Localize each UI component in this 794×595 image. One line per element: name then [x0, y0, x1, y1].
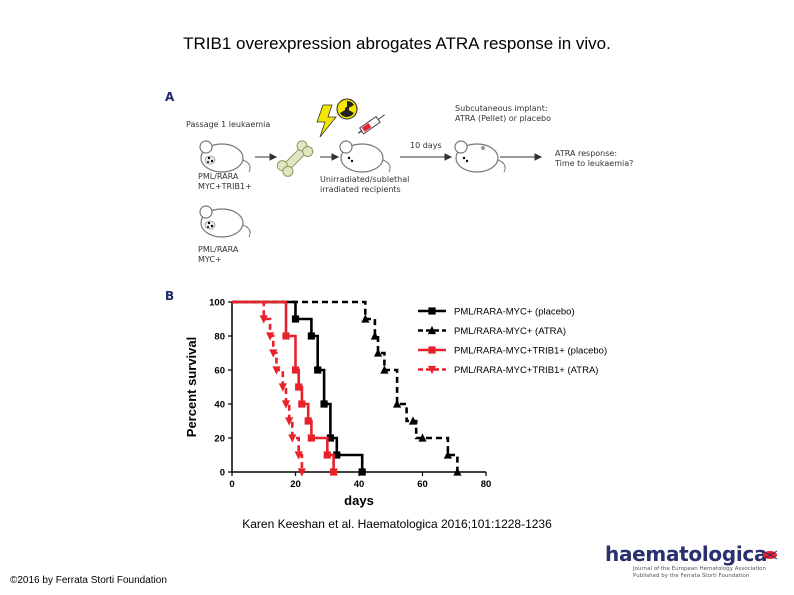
chart-axes: 0 20 40 60 80 100 0 20 40 60 80 days Percent surviva… — [184, 298, 491, 509]
series-marker — [443, 450, 452, 459]
mouse2-label-line1: PML/RARA — [198, 245, 239, 254]
implant-label: Subcutaneous implant: ATRA (Pellet) or p… — [455, 104, 551, 124]
series-marker — [304, 417, 312, 425]
series-marker — [326, 434, 335, 442]
series-marker — [320, 400, 328, 408]
panel-b-letter: B — [165, 289, 175, 303]
series-marker — [373, 348, 383, 357]
series-marker — [307, 434, 315, 442]
series-marker — [291, 315, 300, 323]
copyright: ©2016 by Ferrata Storti Foundation — [10, 575, 167, 586]
legend-marker — [427, 365, 437, 375]
series-marker — [281, 400, 291, 409]
logo-subtitle-line2: Published by the Ferrata Storti Foundati… — [633, 573, 750, 579]
legend-label: PML/RARA-MYC+ (ATRA) — [454, 326, 566, 337]
legend-marker — [427, 325, 437, 335]
recipients-label: Unirradiated/sublethal irradiated recipi… — [320, 175, 409, 195]
x-tick-label: 0 — [229, 479, 234, 490]
slide-title: TRIB1 overexpression abrogates ATRA resp… — [183, 34, 611, 53]
y-axis-title: Percent survival — [184, 337, 199, 437]
mouse1-label-line2: MYC+TRIB1+ — [198, 182, 252, 191]
series-marker — [269, 349, 278, 358]
series-marker — [333, 451, 341, 459]
x-tick-label: 20 — [290, 479, 301, 490]
series-marker — [330, 468, 338, 476]
response-label: ATRA response: Time to leukaemia? — [555, 149, 633, 169]
arrow-icon — [255, 153, 543, 161]
chart-plot-area — [232, 300, 462, 477]
series-marker — [453, 467, 462, 476]
implant-label-line2: ATRA (Pellet) or placebo — [455, 114, 551, 123]
legend-marker — [428, 307, 436, 315]
series-marker — [323, 451, 331, 459]
series-marker — [294, 451, 303, 460]
x-tick-label: 80 — [481, 479, 492, 490]
legend-marker — [428, 346, 436, 354]
x-tick-label: 40 — [354, 479, 365, 490]
mouse2-label-line2: MYC+ — [198, 255, 222, 264]
series-marker — [288, 434, 297, 443]
logo-bug-icon — [762, 550, 778, 560]
days-label: 10 days — [410, 141, 442, 150]
series-marker — [393, 399, 402, 408]
series-marker — [314, 366, 322, 374]
series-marker — [285, 417, 294, 426]
series-line — [232, 300, 304, 472]
panel-a-letter: A — [165, 90, 175, 104]
legend-label: PML/RARA-MYC+TRIB1+ (placebo) — [454, 346, 607, 357]
series-marker — [307, 332, 315, 340]
lightning-icon — [316, 104, 337, 138]
series-marker — [418, 433, 427, 442]
response-label-line2: Time to leukaemia? — [555, 159, 634, 168]
series-marker — [358, 468, 366, 476]
recipients-label-line1: Unirradiated/sublethal — [320, 175, 410, 184]
series-line — [232, 300, 459, 472]
passage-label: Passage 1 leukaemia — [186, 120, 271, 129]
series-marker — [297, 468, 306, 477]
series-marker — [361, 314, 370, 323]
y-tick-label: 20 — [214, 434, 225, 445]
series-line — [232, 300, 364, 472]
bone-icon — [276, 140, 314, 177]
survival-chart: 0 20 40 60 80 100 0 20 40 60 80 days Percent surviva… — [184, 298, 607, 509]
y-tick-label: 100 — [209, 298, 225, 309]
series-marker — [380, 365, 389, 374]
x-tick-label: 60 — [417, 479, 428, 490]
y-tick-label: 80 — [214, 332, 225, 343]
chart-legend: PML/RARA-MYC+ (placebo) PML/RARA-MYC+ (AT… — [418, 307, 607, 376]
series-marker — [278, 383, 287, 392]
series-marker — [266, 332, 275, 341]
citation: Karen Keeshan et al. Haematologica 2016;… — [242, 517, 552, 531]
legend-label: PML/RARA-MYC+ (placebo) — [454, 307, 575, 318]
series-marker — [408, 416, 418, 425]
series-marker — [272, 366, 281, 375]
mouse-trib1-icon — [199, 140, 251, 173]
series-marker — [298, 400, 306, 408]
x-axis-title: days — [344, 493, 374, 508]
series-marker — [291, 366, 300, 374]
series-marker — [282, 332, 290, 340]
radiation-icon — [336, 98, 358, 120]
implant-label-line1: Subcutaneous implant: — [455, 104, 548, 113]
legend-label: PML/RARA-MYC+TRIB1+ (ATRA) — [454, 365, 598, 376]
response-label-line1: ATRA response: — [555, 149, 618, 158]
mouse-control-icon — [199, 205, 251, 238]
mouse1-label-line1: PML/RARA — [198, 172, 239, 181]
mouse2-label: PML/RARA MYC+ — [198, 245, 238, 265]
y-tick-label: 0 — [220, 468, 225, 479]
logo-subtitle-line1: Journal of the European Hematology Assoc… — [633, 566, 767, 572]
y-tick-label: 40 — [214, 400, 225, 411]
haematologica-logo: haematologica Journal of the European He… — [605, 542, 785, 580]
experiment-diagram — [199, 98, 543, 238]
y-tick-label: 60 — [214, 366, 225, 377]
mouse-recipient-icon — [339, 140, 391, 173]
series-marker — [259, 315, 268, 324]
recipients-label-line2: irradiated recipients — [320, 185, 401, 194]
logo-wordmark: haematologica — [605, 542, 768, 566]
mouse-implant-icon — [454, 140, 506, 173]
syringe-icon — [357, 114, 385, 135]
series-marker — [295, 383, 303, 391]
mouse1-label: PML/RARA MYC+TRIB1+ — [198, 172, 252, 192]
series-marker — [370, 331, 379, 340]
